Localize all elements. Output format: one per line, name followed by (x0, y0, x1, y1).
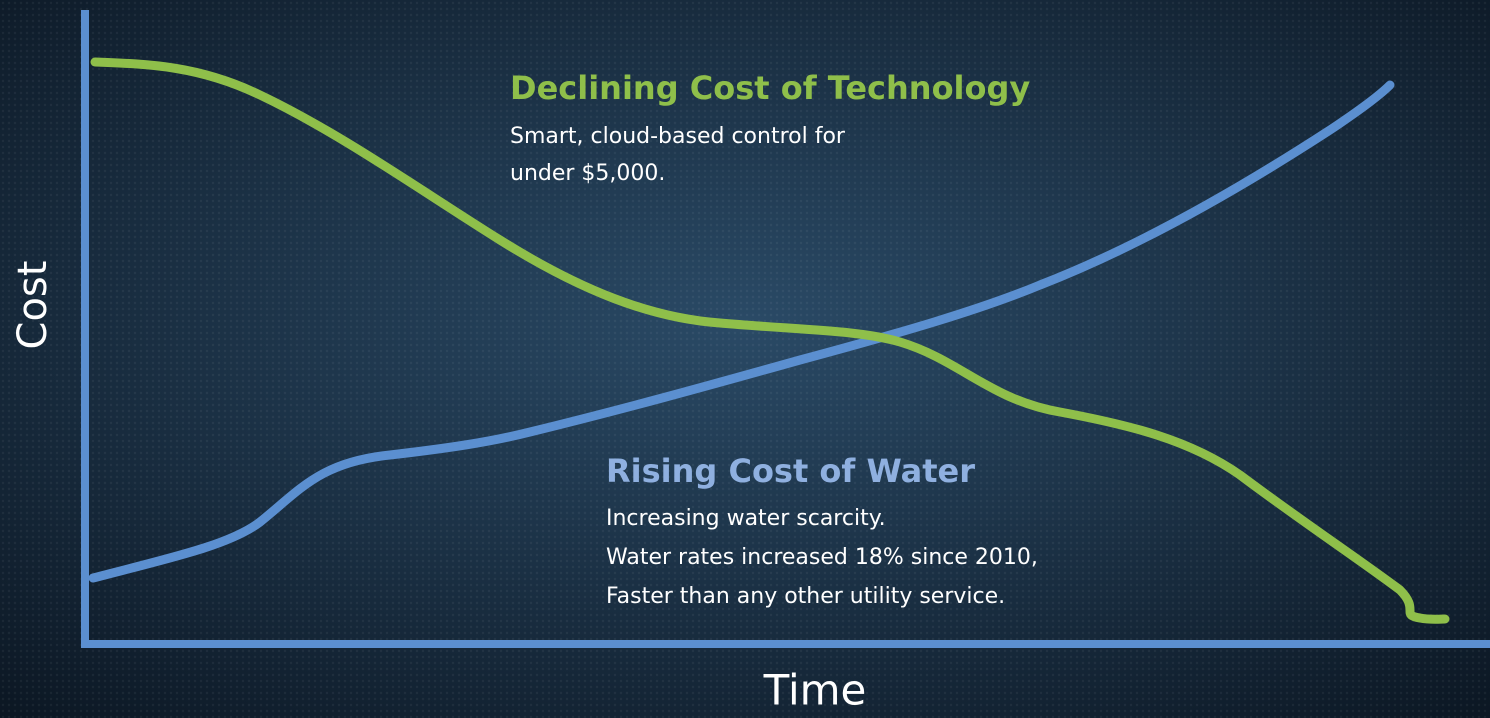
annotation-text: Water rates increased 18% since 2010, (606, 545, 1038, 570)
water-cost-curve (88, 80, 1395, 583)
y-axis-label: Cost (10, 261, 56, 350)
x-axis-label: Time (763, 666, 867, 715)
annotation-title: Declining Cost of Technology (510, 69, 1030, 107)
annotation-text: Faster than any other utility service. (606, 584, 1005, 609)
technology-cost-curve (90, 57, 1450, 624)
annotation-text: Increasing water scarcity. (606, 506, 886, 531)
annotation-text: Smart, cloud-based control for (510, 124, 846, 149)
annotation-text: under $5,000. (510, 161, 665, 186)
annotation-title: Rising Cost of Water (606, 452, 975, 490)
